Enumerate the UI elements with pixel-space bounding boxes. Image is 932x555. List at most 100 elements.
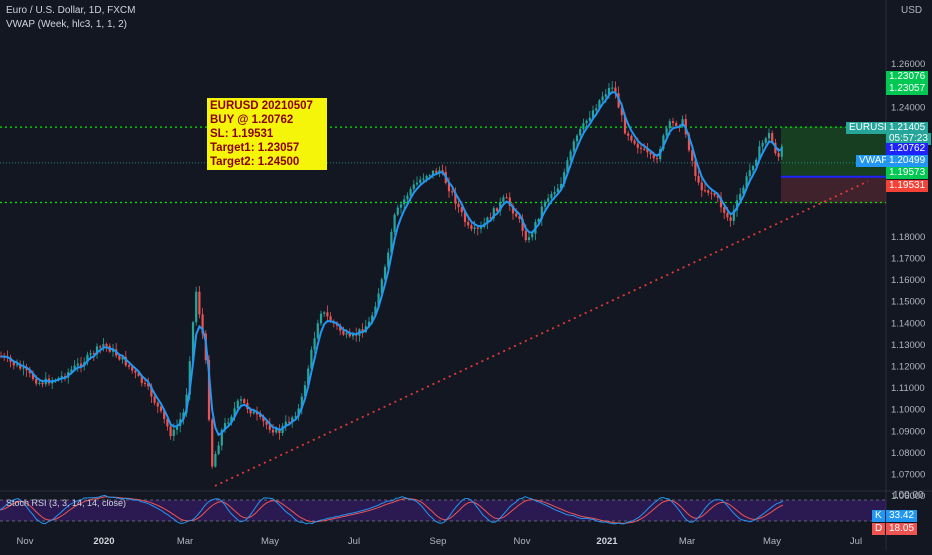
- candle-body: [527, 237, 531, 240]
- candle-body: [153, 396, 156, 403]
- candle-body: [419, 179, 422, 183]
- candle-body: [163, 411, 166, 420]
- candle-body: [19, 364, 22, 369]
- vwap-indicator-title[interactable]: VWAP (Week, hlc3, 1, 1, 2): [6, 19, 127, 30]
- candle-body: [569, 151, 572, 161]
- time-axis-label: May: [763, 536, 781, 547]
- candle-body: [745, 176, 748, 188]
- candle-body: [233, 408, 236, 417]
- candle-body: [300, 396, 303, 409]
- time-axis-label: Jul: [850, 536, 862, 547]
- price-tick-label: 1.17000: [891, 254, 925, 265]
- annotation-line: EURUSD 20210507: [210, 100, 313, 112]
- price-tick-label: 1.09000: [891, 426, 925, 437]
- price-tick-label: 1.06000: [891, 491, 925, 502]
- candle-body: [377, 293, 380, 307]
- candle-body: [374, 306, 377, 316]
- annotation-line: Target1: 1.23057: [210, 142, 300, 154]
- candle-body: [755, 159, 758, 166]
- candle-body: [732, 210, 735, 221]
- price-tick-label: 1.11000: [891, 383, 925, 394]
- support-price-tag: 1.19573: [886, 167, 929, 179]
- candle-body: [150, 386, 153, 397]
- candle-body: [44, 378, 47, 385]
- time-axis-label: Mar: [679, 536, 695, 547]
- candle-body: [486, 217, 489, 224]
- stoch-d-value: 18.05: [886, 523, 918, 535]
- candle-body: [137, 372, 140, 376]
- candle-body: [566, 160, 569, 173]
- candle-body: [620, 107, 623, 116]
- candle-body: [326, 312, 329, 317]
- fast-moving-average-line: [0, 91, 783, 437]
- candle-body: [303, 385, 307, 397]
- candle-body: [524, 230, 527, 240]
- candle-body: [691, 150, 694, 161]
- candle-body: [390, 231, 393, 253]
- ascending-trendline: [214, 180, 869, 487]
- candle-body: [86, 354, 89, 363]
- candle-body: [284, 421, 287, 427]
- candle-body: [198, 291, 201, 315]
- candle-body: [70, 369, 73, 373]
- candle-body: [441, 170, 444, 172]
- candle-body: [710, 192, 713, 194]
- candle-body: [751, 165, 755, 171]
- candle-body: [543, 201, 547, 207]
- price-tick-label: 1.08000: [891, 448, 925, 459]
- candle-body: [92, 353, 95, 355]
- candle-body: [172, 429, 175, 437]
- stoch-k-line: [0, 494, 784, 525]
- symbol-tag: EURUSD: [846, 122, 895, 134]
- candle-body: [479, 226, 483, 229]
- candle-body: [499, 201, 502, 212]
- candle-body: [35, 378, 38, 384]
- candle-body: [127, 365, 131, 367]
- stoch-rsi-title[interactable]: Stoch RSI (3, 3, 14, 14, close): [6, 498, 127, 508]
- trade-plan-annotation[interactable]: EURUSD 20210507 BUY @ 1.20762 SL: 1.1953…: [207, 98, 327, 170]
- candle-body: [95, 346, 99, 355]
- candle-body: [435, 170, 438, 173]
- candle-body: [393, 214, 396, 232]
- candle-body: [547, 198, 550, 202]
- candle-body: [623, 115, 627, 134]
- stoch-band: [0, 500, 886, 521]
- candle-body: [495, 208, 499, 212]
- candle-body: [329, 316, 332, 322]
- candle-body: [777, 153, 780, 157]
- candle-body: [15, 364, 19, 366]
- candle-body: [367, 321, 371, 327]
- candle-body: [707, 190, 710, 193]
- candle-body: [675, 122, 678, 126]
- candle-body: [12, 361, 15, 366]
- candle-body: [268, 424, 271, 430]
- candle-body: [217, 445, 220, 454]
- candle-body: [265, 421, 268, 425]
- candle-body: [531, 233, 534, 238]
- candle-body: [601, 96, 604, 101]
- candle-body: [361, 329, 364, 333]
- price-tick-label: 1.15000: [891, 297, 925, 308]
- symbol-title[interactable]: Euro / U.S. Dollar, 1D, FXCM: [6, 5, 136, 16]
- candle-body: [310, 349, 313, 369]
- currency-label: USD: [901, 5, 923, 16]
- candle-body: [143, 383, 147, 385]
- price-tick-label: 1.18000: [891, 232, 925, 243]
- candle-body: [633, 140, 636, 144]
- candle-body: [604, 94, 607, 97]
- candle-body: [726, 212, 729, 218]
- candle-body: [287, 421, 291, 423]
- candle-body: [211, 419, 214, 467]
- candle-body: [668, 121, 671, 129]
- candle-body: [694, 160, 697, 176]
- candle-body: [422, 178, 425, 180]
- candle-body: [159, 406, 163, 412]
- candle-body: [607, 87, 611, 95]
- candle-body: [438, 170, 441, 173]
- candle-body: [767, 133, 771, 139]
- candle-body: [214, 453, 217, 467]
- target1-price-tag: 1.23057: [886, 83, 929, 95]
